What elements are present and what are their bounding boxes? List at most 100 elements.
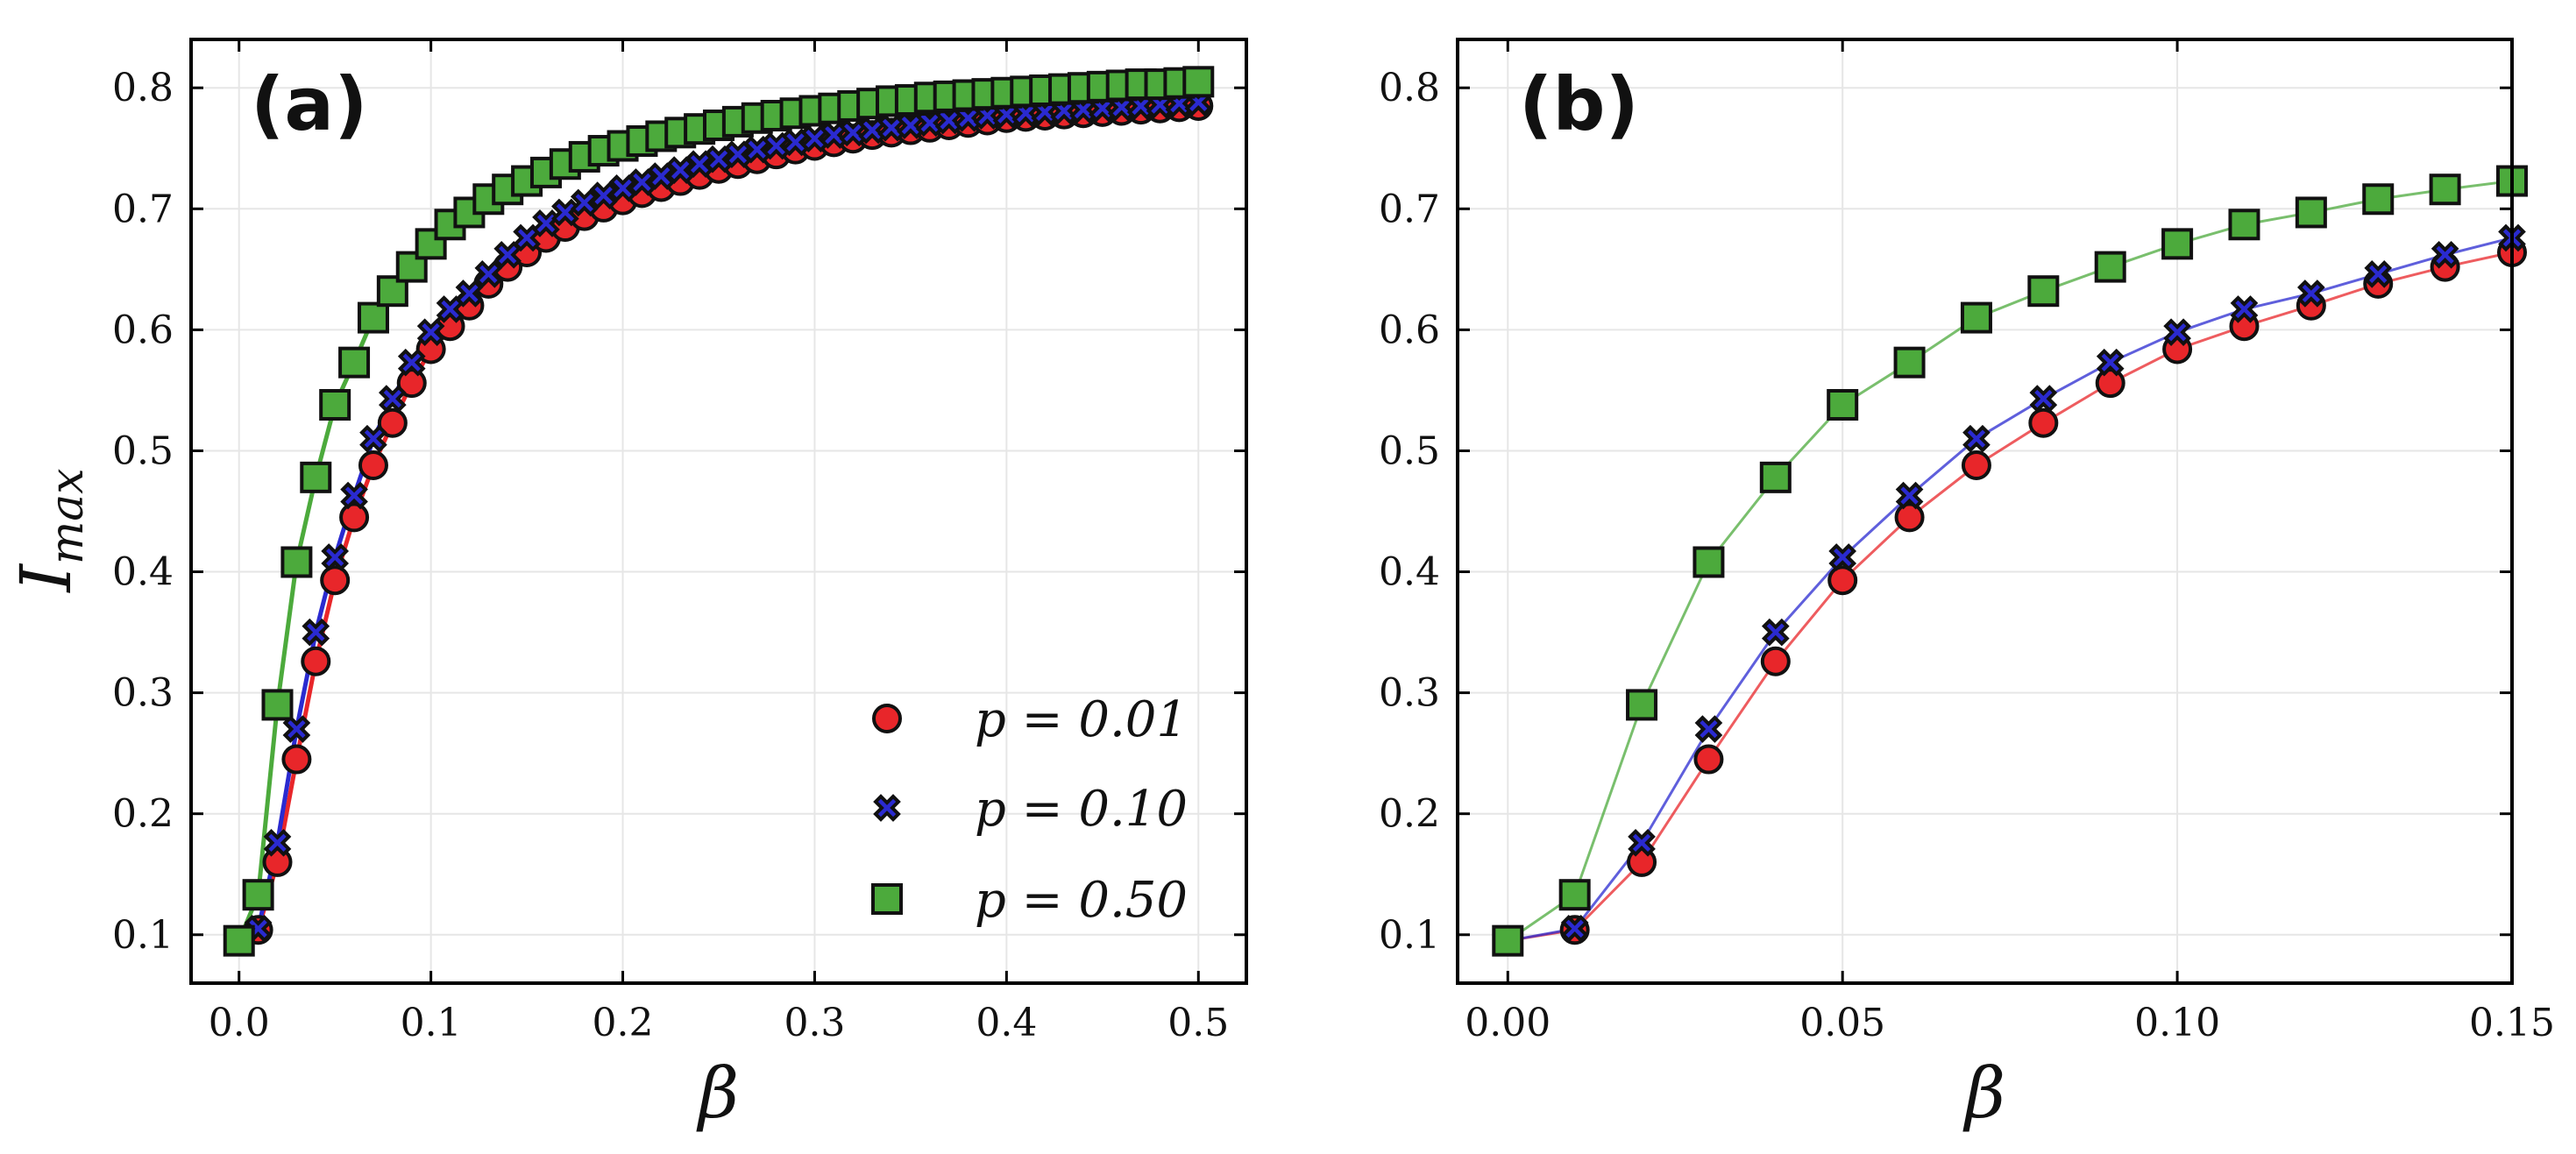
data-point-x-marker xyxy=(340,481,368,510)
data-point-circle-marker xyxy=(301,646,331,676)
data-point-x-marker xyxy=(1962,424,1991,453)
data-point-circle-marker xyxy=(281,744,312,775)
data-point-square-marker xyxy=(300,461,332,493)
data-point-circle-marker xyxy=(1961,450,1991,481)
y-tick-label: 0.4 xyxy=(112,550,174,595)
data-point-circle-marker xyxy=(1827,565,1858,596)
y-tick-label: 0.3 xyxy=(112,671,174,716)
data-point-square-marker xyxy=(1626,689,1658,721)
data-point-square-marker xyxy=(1492,924,1524,957)
panel-a-x-axis-label: β xyxy=(696,1052,739,1134)
y-tick-label: 0.6 xyxy=(1379,308,1440,352)
legend-label: p = 0.50 xyxy=(975,872,1188,929)
panel-a-frame xyxy=(189,38,1248,985)
data-point-x-marker xyxy=(513,223,541,252)
data-point-square-marker xyxy=(280,546,313,578)
data-point-x-marker xyxy=(2431,240,2459,269)
panel-b: 0.00 0.05 0.10 0.15 0.10.20.30.40.50.60.70.… xyxy=(1379,38,2555,1134)
data-point-x-marker xyxy=(2230,295,2259,323)
panel-a-markers xyxy=(223,66,1215,957)
panel-b-markers xyxy=(1492,165,2528,957)
x-tick-label: 0.1 xyxy=(401,1001,462,1045)
legend-square-marker xyxy=(871,883,903,915)
y-axis-label-main: I xyxy=(5,563,87,594)
x-tick-label: 0.15 xyxy=(2469,1001,2555,1045)
data-point-x-marker xyxy=(1628,829,1656,857)
legend-entry: p = 0.10 xyxy=(873,781,1188,838)
data-point-square-marker xyxy=(223,924,255,957)
data-point-x-marker xyxy=(493,240,522,269)
data-point-x-marker xyxy=(302,618,330,647)
data-point-square-marker xyxy=(1893,346,1926,379)
data-point-square-marker xyxy=(2429,173,2461,206)
data-point-x-marker xyxy=(282,715,311,743)
series-square-points xyxy=(223,66,1215,957)
data-point-square-marker xyxy=(2362,183,2395,216)
legend-x-marker xyxy=(873,794,901,822)
data-point-x-marker xyxy=(570,188,599,217)
legend: p = 0.01 p = 0.10 p = 0.50 xyxy=(871,691,1188,929)
data-point-x-marker xyxy=(1761,618,1790,647)
legend-entry: p = 0.01 xyxy=(872,691,1188,748)
panel-b-grid xyxy=(1458,39,2513,983)
panel-b-y-ticks: 0.1 0.2 0.3 0.4 0.5 0.6 0.7 0.8 xyxy=(1379,66,2512,958)
data-point-x-marker xyxy=(2096,348,2125,377)
series-line-circle xyxy=(1508,251,2513,943)
panel-b-frame xyxy=(1456,38,2514,985)
y-tick-label: 0.7 xyxy=(1379,187,1440,231)
data-point-circle-marker xyxy=(320,565,351,596)
data-point-square-marker xyxy=(1692,546,1725,578)
panel-a: 0.0 0.1 0.2 0.3 0.4 0.5 0.1 0.2 0.3 0.4 0.5 0.6 0.7… xyxy=(5,38,1248,1134)
data-point-circle-marker xyxy=(1894,502,1925,533)
panel-b-x-ticks: 0.00 0.05 0.10 0.15 xyxy=(1465,39,2555,1045)
data-point-x-marker xyxy=(1560,915,1589,943)
data-point-circle-marker xyxy=(377,407,408,438)
series-x-points xyxy=(1494,223,2526,955)
data-point-square-marker xyxy=(2295,196,2327,229)
data-point-square-marker xyxy=(2094,251,2126,283)
data-point-x-marker xyxy=(416,318,445,346)
data-point-square-marker xyxy=(415,228,447,260)
data-point-square-marker xyxy=(1960,301,1992,334)
data-point-x-marker xyxy=(455,280,484,308)
data-point-square-marker xyxy=(1558,879,1591,911)
data-point-circle-marker xyxy=(1760,646,1791,676)
data-point-x-marker xyxy=(1828,543,1857,571)
x-tick-label: 0.05 xyxy=(1799,1001,1885,1045)
panel-b-lines xyxy=(1507,180,2513,943)
legend-circle-marker xyxy=(872,704,902,733)
y-tick-label: 0.7 xyxy=(112,187,174,231)
data-point-circle-marker xyxy=(1693,744,1724,775)
data-point-x-marker xyxy=(2364,260,2393,288)
panel-a-x-ticks: 0.0 0.1 0.2 0.3 0.4 0.5 xyxy=(209,39,1229,1045)
y-tick-label: 0.1 xyxy=(1379,913,1440,958)
legend-label: p = 0.10 xyxy=(975,781,1188,838)
data-point-x-marker xyxy=(1694,715,1723,743)
data-point-x-marker xyxy=(532,209,560,237)
data-point-circle-marker xyxy=(2028,407,2059,438)
series-square-points xyxy=(1492,165,2528,957)
data-point-square-marker xyxy=(2027,275,2060,308)
data-point-square-marker xyxy=(2228,209,2260,241)
data-point-x-marker xyxy=(2297,280,2325,308)
data-point-square-marker xyxy=(1759,461,1792,493)
x-tick-label: 0.0 xyxy=(209,1001,270,1045)
legend-label: p = 0.01 xyxy=(975,691,1188,748)
x-tick-label: 0.4 xyxy=(976,1001,1037,1045)
series-line-square xyxy=(1507,180,2513,942)
data-point-x-marker xyxy=(436,295,465,323)
legend-entry: p = 0.50 xyxy=(871,872,1188,929)
data-point-x-marker xyxy=(359,424,387,453)
data-point-x-marker xyxy=(321,543,350,571)
y-tick-label: 0.2 xyxy=(112,792,174,837)
data-point-x-marker xyxy=(474,260,503,288)
x-tick-label: 0.10 xyxy=(2134,1001,2220,1045)
data-point-x-marker xyxy=(263,829,292,857)
y-tick-label: 0.1 xyxy=(112,913,174,958)
data-point-x-marker xyxy=(589,181,618,209)
panel-b-x-axis-label: β xyxy=(1962,1052,2005,1134)
y-tick-label: 0.6 xyxy=(112,308,174,352)
x-tick-label: 0.2 xyxy=(593,1001,654,1045)
data-point-square-marker xyxy=(2161,228,2194,260)
data-point-x-marker xyxy=(551,198,579,227)
